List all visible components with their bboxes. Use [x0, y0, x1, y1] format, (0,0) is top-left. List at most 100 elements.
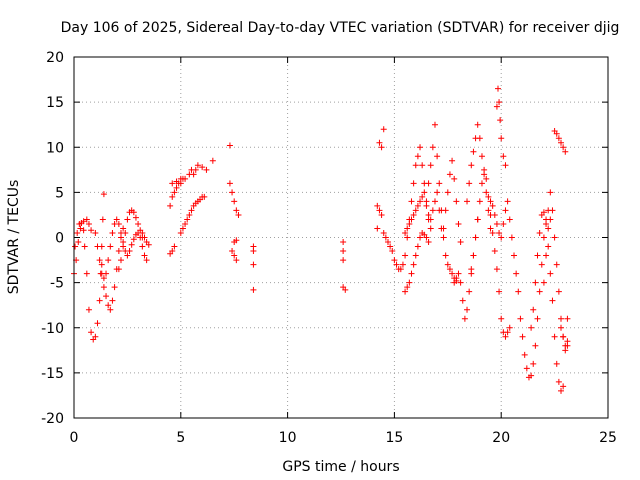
series-arc-02 — [72, 191, 107, 343]
data-point — [412, 207, 419, 214]
plot-frame — [73, 56, 609, 419]
data-point — [92, 333, 99, 340]
data-point — [408, 198, 415, 205]
data-point — [88, 329, 95, 336]
data-point — [188, 207, 195, 214]
data-point — [96, 297, 103, 304]
data-point — [105, 257, 112, 264]
series-arc-25 — [487, 198, 515, 241]
data-point — [233, 257, 240, 264]
data-point — [519, 333, 526, 340]
data-point — [496, 288, 503, 295]
x-tick-label: 25 — [599, 430, 617, 446]
data-point — [77, 225, 84, 232]
data-point — [83, 270, 90, 277]
data-point — [100, 275, 107, 282]
data-point — [340, 257, 347, 264]
data-point — [457, 239, 464, 246]
data-point — [549, 207, 556, 214]
data-point — [472, 234, 479, 241]
series-arc-20 — [425, 121, 460, 284]
data-point — [412, 162, 419, 169]
data-point — [532, 342, 539, 349]
series-arc-10 — [169, 157, 216, 187]
data-point — [126, 248, 133, 255]
data-point — [429, 207, 436, 214]
data-point — [538, 261, 545, 268]
data-point — [425, 239, 432, 246]
data-point — [226, 142, 233, 149]
data-point — [564, 342, 571, 349]
data-point — [493, 266, 500, 273]
data-point — [408, 216, 415, 223]
data-point — [504, 198, 511, 205]
x-tick-label: 5 — [176, 430, 185, 446]
data-point — [99, 216, 106, 223]
y-tick-label: 0 — [55, 231, 64, 247]
y-tick-label: -10 — [41, 321, 64, 337]
data-point — [384, 239, 391, 246]
data-point — [500, 153, 507, 160]
series-arc-26 — [493, 85, 509, 169]
series-arc-04 — [98, 216, 131, 282]
data-point — [468, 266, 475, 273]
series-arc-13 — [229, 237, 240, 264]
data-point — [528, 372, 535, 379]
data-point — [485, 193, 492, 200]
data-point — [555, 288, 562, 295]
data-point — [340, 248, 347, 255]
data-point — [412, 252, 419, 259]
data-point — [498, 315, 505, 322]
data-point — [474, 216, 481, 223]
data-point — [534, 252, 541, 259]
data-point — [235, 211, 242, 218]
data-point — [378, 211, 385, 218]
data-point — [461, 315, 468, 322]
data-point — [404, 225, 411, 232]
data-point — [135, 220, 142, 227]
data-point — [233, 237, 240, 244]
data-point — [543, 220, 550, 227]
data-point — [209, 157, 216, 164]
data-point — [406, 279, 413, 286]
data-point — [449, 157, 456, 164]
data-point — [466, 180, 473, 187]
data-point — [402, 252, 409, 259]
data-point — [94, 320, 101, 327]
data-point — [139, 229, 146, 236]
data-point — [201, 193, 208, 200]
data-point — [107, 243, 114, 250]
data-point — [103, 293, 110, 300]
data-point — [487, 198, 494, 205]
data-point — [374, 225, 381, 232]
data-point — [455, 270, 462, 277]
data-point — [120, 243, 127, 250]
data-point — [532, 279, 539, 286]
data-point — [173, 178, 180, 185]
data-point — [500, 220, 507, 227]
data-point — [528, 324, 535, 331]
data-point — [453, 275, 460, 282]
data-point — [453, 198, 460, 205]
data-point — [508, 234, 515, 241]
data-point — [455, 220, 462, 227]
data-point — [446, 171, 453, 178]
data-point — [122, 229, 129, 236]
data-point — [551, 333, 558, 340]
data-point — [404, 284, 411, 291]
x-axis-title: GPS time / hours — [282, 459, 399, 475]
data-point — [560, 144, 567, 151]
y-axis-title: SDTVAR / TECUs — [6, 180, 22, 295]
data-point — [474, 121, 481, 128]
data-point — [74, 229, 81, 236]
data-point — [504, 329, 511, 336]
data-point — [374, 202, 381, 209]
data-point — [173, 184, 180, 191]
data-point — [103, 270, 110, 277]
y-tick-label: 15 — [46, 95, 64, 111]
data-point — [476, 135, 483, 142]
data-point — [340, 239, 347, 246]
data-point — [494, 85, 501, 92]
series-arc-07 — [139, 229, 152, 248]
data-point — [109, 229, 116, 236]
